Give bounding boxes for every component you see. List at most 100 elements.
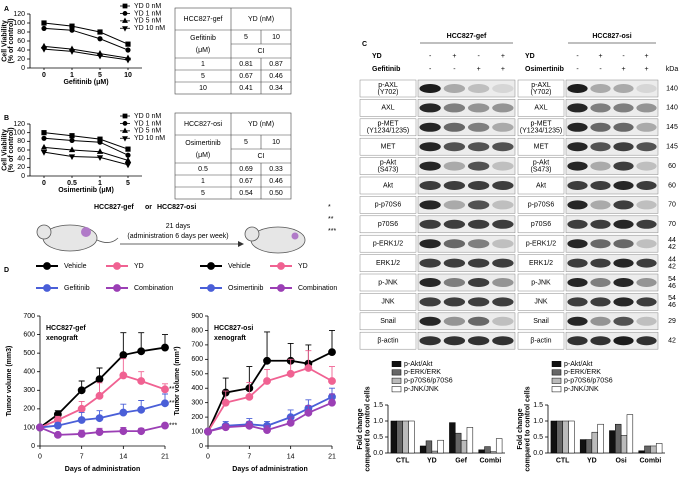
legend-label: p-Akt/Akt <box>564 361 592 368</box>
blot-band <box>443 219 466 229</box>
blot-band <box>492 316 514 326</box>
table-cell: 0.54 <box>239 190 253 197</box>
blot-strip <box>565 196 659 214</box>
kda-header: kDa <box>666 66 679 73</box>
label-box <box>359 234 417 253</box>
marker <box>41 25 47 31</box>
panel-label: C <box>362 41 367 48</box>
blot-band <box>443 84 466 93</box>
blot-label: AXL <box>534 105 547 112</box>
legend-label: p-Akt/Akt <box>404 361 432 368</box>
blot-band <box>492 142 514 152</box>
legend-swatch <box>551 361 562 367</box>
label-box <box>359 312 417 331</box>
marker <box>328 348 336 357</box>
legend-swatch <box>391 377 402 384</box>
y-tick-label: 500 <box>23 350 35 357</box>
treatment-sign: - <box>429 53 432 60</box>
treatment-name: Gefitinib <box>372 66 400 73</box>
x-tick-label: YD <box>587 458 597 465</box>
label-box <box>359 196 417 214</box>
table-cell: 0.81 <box>239 61 253 68</box>
marker <box>125 41 131 47</box>
blot-strip <box>417 157 516 175</box>
bar <box>425 440 433 454</box>
blot-band <box>467 258 490 268</box>
blot-label: p-MET <box>531 121 553 128</box>
kda: 60 <box>668 163 676 170</box>
marker <box>119 427 128 436</box>
label-box <box>359 254 417 272</box>
blot-band <box>443 161 466 171</box>
blot-band <box>567 161 588 171</box>
blot-band <box>590 336 611 346</box>
marker <box>122 136 128 142</box>
blot-strip <box>417 331 516 350</box>
y-tick-label: 1.5 <box>373 402 383 409</box>
marker <box>328 398 336 407</box>
blot-band <box>419 239 441 249</box>
y-tick-label: 600 <box>191 356 203 363</box>
legend-label: YD <box>298 263 308 270</box>
blot-label: Snail <box>380 318 396 325</box>
blot-band <box>567 84 588 93</box>
marker <box>77 416 86 424</box>
bar <box>644 445 651 454</box>
blot-band <box>613 278 634 287</box>
legend-label: YD 1 nM <box>134 120 161 127</box>
blot-label: β-actin <box>530 338 551 345</box>
marker <box>97 29 103 35</box>
blot-strip <box>417 118 516 137</box>
panel-label: D <box>4 267 9 274</box>
marker <box>277 284 285 292</box>
blot-band <box>567 200 588 210</box>
blot-band <box>419 336 441 346</box>
marker <box>122 17 128 23</box>
blot-band <box>467 122 490 132</box>
bar <box>478 449 485 454</box>
kda: 42 <box>668 263 676 270</box>
bar <box>390 420 398 454</box>
blot-band <box>590 142 611 152</box>
bar <box>562 420 569 454</box>
blot-strip <box>565 273 659 292</box>
blot-band <box>613 219 634 229</box>
bar <box>626 414 634 454</box>
blot-label: p-ERK1/2 <box>373 241 403 248</box>
blot-strip <box>565 215 659 234</box>
table-title: HCC827-gef <box>184 16 223 23</box>
x-tick-label: 0 <box>206 454 210 461</box>
bar <box>455 432 462 454</box>
legend-swatch <box>391 369 402 376</box>
series-line <box>43 27 129 51</box>
blot-band <box>590 316 611 326</box>
label-box <box>517 234 565 253</box>
treatment-sign: - <box>453 66 456 73</box>
marker <box>122 3 128 9</box>
y-tick-label: 60 <box>17 38 25 45</box>
blot-strip <box>417 196 516 214</box>
bar <box>460 439 468 454</box>
legend-label: Vehicle <box>64 263 87 270</box>
blot-strip <box>565 254 659 272</box>
bar <box>431 450 438 454</box>
y-tick-label: 100 <box>13 130 25 137</box>
bar <box>638 450 645 454</box>
blot-band <box>492 103 514 113</box>
marker <box>137 427 146 436</box>
legend-label: YD 5 nM <box>134 18 161 25</box>
marker <box>124 162 132 169</box>
arrow-head <box>238 241 244 247</box>
significance: *** <box>169 422 177 429</box>
blot-band <box>636 122 657 132</box>
kda: 54 <box>668 295 676 302</box>
x-tick-label: 14 <box>287 454 295 461</box>
blot-band <box>636 84 657 93</box>
x-tick-label: 1 <box>98 180 102 187</box>
blot-label: (Y1234/1235) <box>367 128 409 135</box>
blot-strip <box>565 118 659 137</box>
marker <box>286 369 295 378</box>
treatment-sign: + <box>501 53 505 60</box>
y-axis-label: compared to control cells <box>364 386 371 471</box>
blot-label: (Y1234/1235) <box>520 128 562 135</box>
